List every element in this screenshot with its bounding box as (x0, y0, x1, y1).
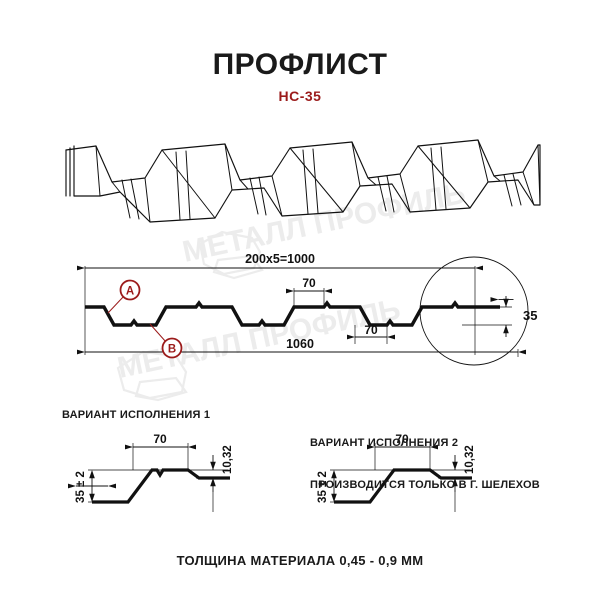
isometric-sheet-view (65, 139, 541, 223)
dimension-bottom-valley-70-label: 70 (364, 323, 378, 337)
watermark-layer: МЕТАЛЛ ПРОФИЛЬ МЕТАЛЛ ПРОФИЛЬ (115, 177, 469, 402)
variant-2-profile (334, 468, 472, 504)
dimension-overall-top: 200x5=1000 (77, 252, 483, 271)
detail-zoom-circle (419, 256, 529, 366)
page-subtitle: НС-35 (278, 88, 322, 104)
dimension-top-flange-70: 70 (286, 276, 332, 307)
callout-A-label: A (126, 286, 134, 298)
variant-1-dimension-70: 70 (125, 432, 196, 450)
variant-1-dimension-rib-label: 10,32 (222, 445, 234, 474)
variant-2-dimension-height-label: 35 ± 2 (317, 471, 329, 503)
variant-1-dimension-height-label: 35 ± 2 (75, 471, 87, 503)
variant-1-profile (92, 468, 230, 504)
variant-1-caption: ВАРИАНТ ИСПОЛНЕНИЯ 1 (62, 409, 211, 421)
dimension-bottom-valley-70: 70 (347, 323, 395, 344)
variant-1-dimension-70-label: 70 (153, 432, 167, 446)
variant-1-dimension-height: 35 ± 2 (68, 470, 116, 503)
variant-1-dimension-rib: 10,32 (210, 445, 234, 492)
variant-2-dimension-height: 35 ± 2 (317, 470, 337, 503)
dimension-overall-top-label: 200x5=1000 (245, 252, 315, 266)
profile-polyline (85, 300, 500, 327)
variant-2-dimension-70-label: 70 (395, 432, 409, 446)
page-title: ПРОФЛИСТ (212, 48, 388, 81)
variant-2-dimension-rib: 10,32 (452, 445, 476, 492)
dimension-height-35: 35 (462, 296, 537, 337)
callout-B-label: B (168, 344, 176, 356)
cross-section-drawing: 200x5=1000 1060 70 70 (77, 252, 537, 366)
variant-2-caption-line2: ПРОИЗВОДИТСЯ ТОЛЬКО В Г. ШЕЛЕХОВ (310, 479, 540, 491)
dimension-overall-bottom: 1060 (77, 337, 526, 355)
variant-2-dimension-70: 70 (367, 432, 438, 450)
variant-2-caption: ВАРИАНТ ИСПОЛНЕНИЯ 2 ПРОИЗВОДИТСЯ ТОЛЬКО… (310, 408, 540, 506)
variant-2-drawing: 70 10,32 35 ± 2 (317, 432, 476, 512)
variant-2-caption-line1: ВАРИАНТ ИСПОЛНЕНИЯ 2 (310, 437, 459, 449)
variant-2-dimension-rib-label: 10,32 (464, 445, 476, 474)
dimension-height-35-label: 35 (523, 308, 537, 323)
callout-B: B (149, 323, 183, 359)
callout-A: A (107, 279, 141, 314)
watermark-text-1: МЕТАЛЛ ПРОФИЛЬ (180, 177, 469, 269)
dimension-top-flange-70-label: 70 (302, 276, 316, 290)
variant-1-drawing: 70 10,32 35 ± 2 (68, 432, 234, 512)
dimension-overall-bottom-label: 1060 (286, 337, 314, 351)
footer-note: ТОЛЩИНА МАТЕРИАЛА 0,45 - 0,9 ММ (176, 553, 424, 568)
